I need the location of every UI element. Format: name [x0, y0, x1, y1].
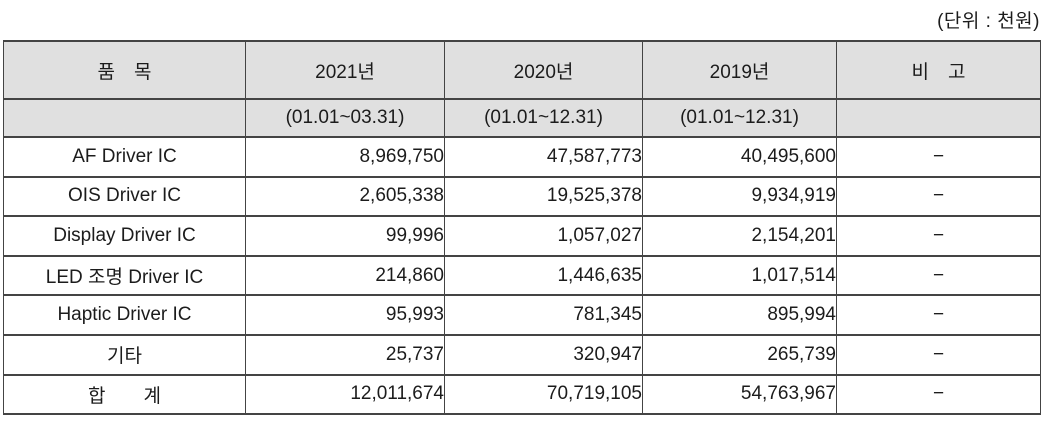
value-2021: 214,860: [245, 254, 445, 297]
header-row: 품 목 2021년 2020년 2019년 비 고: [3, 40, 1041, 100]
value-2019: 265,739: [642, 333, 837, 376]
value-2019: 40,495,600: [642, 136, 837, 178]
value-2020: 70,719,105: [444, 373, 643, 416]
value-2021: 8,969,750: [245, 136, 445, 178]
value-2020: 19,525,378: [444, 175, 643, 218]
value-2019: 2,154,201: [642, 215, 837, 257]
table-row-display-driver-ic: Display Driver IC 99,996 1,057,027 2,154…: [3, 215, 1041, 257]
subheader-row: (01.01~03.31) (01.01~12.31) (01.01~12.31…: [3, 98, 1041, 138]
subheader-note-empty: [836, 98, 1041, 138]
item-cell: 합 계: [3, 373, 246, 416]
table-row-haptic-driver-ic: Haptic Driver IC 95,993 781,345 895,994 …: [3, 294, 1041, 336]
note-cell: −: [836, 254, 1041, 297]
value-2021: 25,737: [245, 333, 445, 376]
value-2021: 95,993: [245, 294, 445, 336]
table-row-ois-driver-ic: OIS Driver IC 2,605,338 19,525,378 9,934…: [3, 175, 1041, 218]
value-2019: 895,994: [642, 294, 837, 336]
header-item: 품 목: [3, 40, 246, 100]
unit-label: (단위 : 천원): [937, 11, 1040, 32]
item-cell: OIS Driver IC: [3, 175, 246, 218]
item-cell: Haptic Driver IC: [3, 294, 246, 336]
sales-by-product-table: 품 목 2021년 2020년 2019년 비 고 (01.01~03.31) …: [3, 40, 1041, 416]
value-2020: 781,345: [444, 294, 643, 336]
value-2021: 99,996: [245, 215, 445, 257]
value-2019: 1,017,514: [642, 254, 837, 297]
note-cell: −: [836, 294, 1041, 336]
item-cell: AF Driver IC: [3, 136, 246, 178]
note-cell: −: [836, 373, 1041, 416]
header-2019: 2019년: [642, 40, 837, 100]
note-cell: −: [836, 175, 1041, 218]
total-row: 합 계 12,011,674 70,719,105 54,763,967 −: [3, 373, 1041, 416]
value-2020: 47,587,773: [444, 136, 643, 178]
table-row-af-driver-ic: AF Driver IC 8,969,750 47,587,773 40,495…: [3, 136, 1041, 178]
subheader-2021-period: (01.01~03.31): [245, 98, 445, 138]
value-2019: 9,934,919: [642, 175, 837, 218]
value-2020: 1,446,635: [444, 254, 643, 297]
subheader-item-empty: [3, 98, 246, 138]
note-cell: −: [836, 215, 1041, 257]
item-cell: LED 조명 Driver IC: [3, 254, 246, 297]
value-2019: 54,763,967: [642, 373, 837, 416]
table-row-etc: 기타 25,737 320,947 265,739 −: [3, 333, 1041, 376]
header-2020: 2020년: [444, 40, 643, 100]
note-cell: −: [836, 333, 1041, 376]
value-2021: 2,605,338: [245, 175, 445, 218]
header-2021: 2021년: [245, 40, 445, 100]
item-cell: Display Driver IC: [3, 215, 246, 257]
table-row-led-driver-ic: LED 조명 Driver IC 214,860 1,446,635 1,017…: [3, 254, 1041, 297]
value-2021: 12,011,674: [245, 373, 445, 416]
subheader-2019-period: (01.01~12.31): [642, 98, 837, 138]
header-note: 비 고: [836, 40, 1041, 100]
note-cell: −: [836, 136, 1041, 178]
subheader-2020-period: (01.01~12.31): [444, 98, 643, 138]
value-2020: 1,057,027: [444, 215, 643, 257]
item-cell: 기타: [3, 333, 246, 376]
value-2020: 320,947: [444, 333, 643, 376]
